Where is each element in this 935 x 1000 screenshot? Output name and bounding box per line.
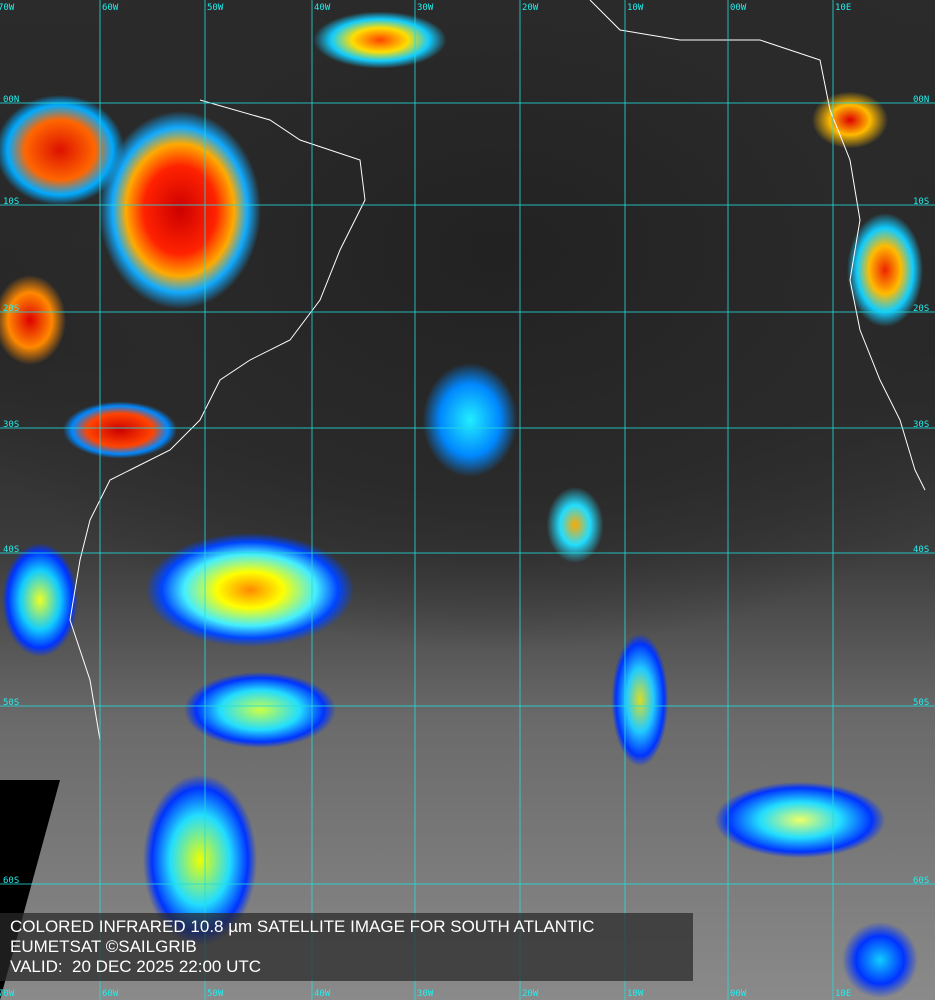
latitude-label: 10S (3, 197, 19, 207)
caption-credit: EUMETSAT ©SAILGRIB (10, 937, 197, 956)
longitude-label: 10W (627, 989, 644, 999)
longitude-label: 50W (207, 989, 224, 999)
latitude-label: 50S (913, 698, 929, 708)
latitude-label: 50S (3, 698, 19, 708)
longitude-label: 30W (417, 989, 434, 999)
latitude-label: 20S (3, 304, 19, 314)
longitude-label: 10W (627, 3, 644, 13)
latitude-label: 40S (913, 545, 929, 555)
longitude-label: 40W (314, 3, 331, 13)
longitude-label: 60W (102, 3, 119, 13)
longitude-label: 00W (730, 989, 747, 999)
latitude-label: 60S (913, 876, 929, 886)
longitude-label: 50W (207, 3, 224, 13)
africa-coast (589, 0, 926, 491)
latitude-label: 30S (913, 420, 929, 430)
latitude-label: 30S (3, 420, 19, 430)
longitude-label: 00W (730, 3, 747, 13)
latitude-label: 20S (913, 304, 929, 314)
latitude-label: 40S (3, 545, 19, 555)
longitude-label: 10E (835, 3, 851, 13)
latitude-label: 60S (3, 876, 19, 886)
latitude-label: 00N (913, 95, 929, 105)
caption-title: COLORED INFRARED 10.8 µm SATELLITE IMAGE… (10, 917, 595, 936)
longitude-label: 40W (314, 989, 331, 999)
longitude-label: 60W (102, 989, 119, 999)
caption-box: COLORED INFRARED 10.8 µm SATELLITE IMAGE… (0, 913, 693, 981)
caption-valid-time: VALID: 20 DEC 2025 22:00 UTC (10, 957, 262, 976)
latitude-label: 00N (3, 95, 19, 105)
longitude-label: 70W (0, 3, 15, 13)
longitude-label: 70W (0, 989, 15, 999)
latitude-label: 10S (913, 197, 929, 207)
longitude-label: 20W (522, 989, 539, 999)
longitude-label: 10E (835, 989, 851, 999)
south-america-coast (69, 99, 366, 741)
longitude-label: 30W (417, 3, 434, 13)
longitude-label: 20W (522, 3, 539, 13)
